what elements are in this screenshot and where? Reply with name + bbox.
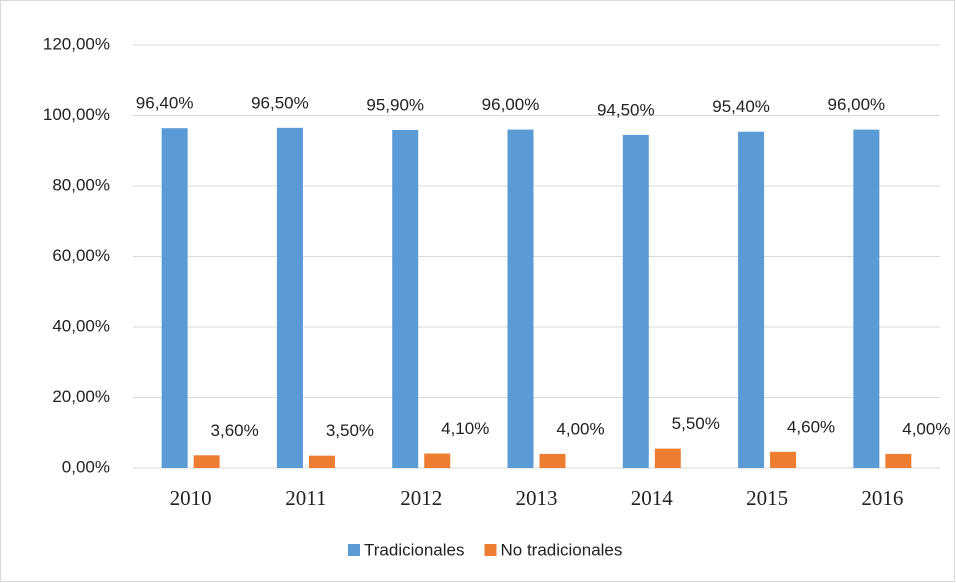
bar <box>853 129 880 468</box>
x-tick-label: 2014 <box>631 486 674 510</box>
y-tick-label: 60,00% <box>52 246 110 265</box>
legend-swatch <box>348 544 360 556</box>
y-tick-label: 80,00% <box>52 175 110 194</box>
bar <box>161 128 188 468</box>
data-label: 3,60% <box>211 421 259 440</box>
bar <box>392 129 419 468</box>
bar <box>654 448 681 468</box>
bar <box>193 455 220 468</box>
data-label: 96,00% <box>482 95 540 114</box>
x-tick-label: 2012 <box>400 486 442 510</box>
bar <box>885 453 912 468</box>
bar <box>622 134 649 468</box>
x-tick-label: 2016 <box>861 486 903 510</box>
bar <box>308 455 335 468</box>
bar <box>738 131 765 468</box>
bar <box>539 453 566 468</box>
legend-label: Tradicionales <box>364 540 464 559</box>
y-tick-label: 0,00% <box>62 457 110 476</box>
y-tick-label: 40,00% <box>52 316 110 335</box>
y-tick-label: 100,00% <box>43 105 110 124</box>
legend-label: No tradicionales <box>500 540 622 559</box>
x-tick-label: 2011 <box>285 486 326 510</box>
data-label: 4,00% <box>902 419 950 438</box>
y-tick-label: 120,00% <box>43 34 110 53</box>
data-label: 94,50% <box>597 100 655 119</box>
x-tick-label: 2015 <box>746 486 788 510</box>
x-tick-label: 2010 <box>170 486 212 510</box>
data-label: 95,90% <box>366 95 424 114</box>
bar <box>507 129 534 468</box>
data-label: 95,40% <box>712 97 770 116</box>
x-tick-label: 2013 <box>516 486 558 510</box>
bar <box>276 127 303 469</box>
data-label: 4,00% <box>556 419 604 438</box>
data-label: 5,50% <box>672 414 720 433</box>
data-label: 3,50% <box>326 421 374 440</box>
data-label: 4,60% <box>787 417 835 436</box>
data-label: 96,50% <box>251 93 309 112</box>
data-label: 4,10% <box>441 419 489 438</box>
y-tick-label: 20,00% <box>52 387 110 406</box>
legend-swatch <box>484 544 497 556</box>
bar <box>770 451 797 468</box>
data-label: 96,00% <box>828 95 886 114</box>
data-label: 96,40% <box>136 94 194 113</box>
bar <box>424 453 451 468</box>
